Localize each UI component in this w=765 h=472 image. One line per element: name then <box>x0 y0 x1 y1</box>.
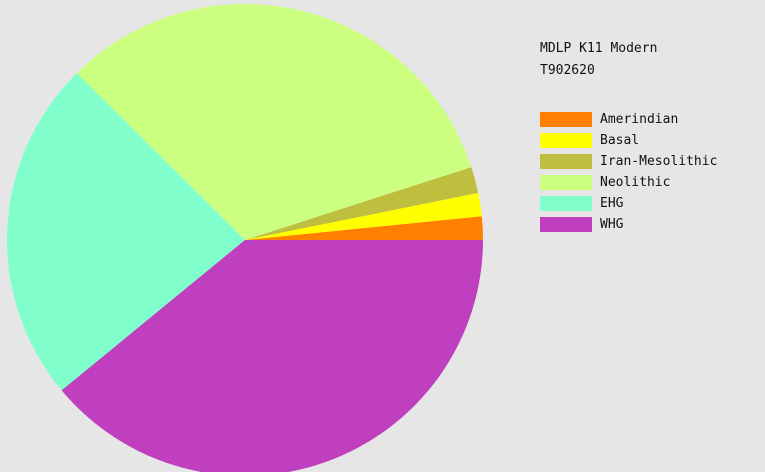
pie-slice-neolithic <box>76 3 472 241</box>
pie-slice-iran-mesolithic <box>245 167 479 240</box>
legend: Amerindian Basal Iran-Mesolithic Neolith… <box>540 109 717 235</box>
legend-label-basal: Basal <box>600 133 640 148</box>
legend-label-whg: WHG <box>600 217 624 232</box>
pie-slice-ehg <box>7 73 246 391</box>
legend-swatch-neolithic <box>540 175 592 190</box>
legend-swatch-iran-mesolithic <box>540 154 592 169</box>
legend-label-neolithic: Neolithic <box>600 175 671 190</box>
legend-label-iran-mesolithic: Iran-Mesolithic <box>600 154 718 169</box>
pie-slice-whg <box>61 240 483 472</box>
pie-slice-amerindian <box>245 216 484 240</box>
legend-item-basal: Basal <box>540 130 717 151</box>
legend-label-amerindian: Amerindian <box>600 112 679 127</box>
legend-item-whg: WHG <box>540 214 717 235</box>
legend-swatch-ehg <box>540 196 592 211</box>
chart-subtitle: T902620 <box>540 63 595 78</box>
legend-swatch-amerindian <box>540 112 592 127</box>
legend-item-ehg: EHG <box>540 193 717 214</box>
pie-slice-basal <box>245 192 482 240</box>
chart-title: MDLP K11 Modern <box>540 41 658 56</box>
legend-label-ehg: EHG <box>600 196 624 211</box>
legend-item-amerindian: Amerindian <box>540 109 717 130</box>
legend-item-iran-mesolithic: Iran-Mesolithic <box>540 151 717 172</box>
legend-swatch-basal <box>540 133 592 148</box>
legend-item-neolithic: Neolithic <box>540 172 717 193</box>
legend-swatch-whg <box>540 217 592 232</box>
